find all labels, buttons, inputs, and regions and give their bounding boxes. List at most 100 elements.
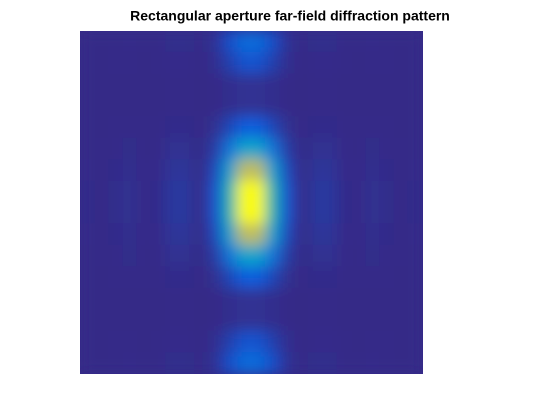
heatmap-cell [379, 287, 395, 311]
heatmap-cell [236, 266, 252, 289]
heatmap-cell [351, 180, 367, 203]
heatmap-cell [93, 137, 110, 161]
heatmap-cell [379, 31, 395, 53]
heatmap-cell [193, 159, 210, 182]
heatmap-cell [265, 137, 281, 161]
heatmap-cell [408, 244, 423, 268]
heatmap-cell [351, 159, 367, 182]
heatmap-cell [308, 223, 324, 246]
heatmap-cell [251, 159, 267, 182]
heatmap-cell [408, 137, 423, 161]
heatmap-cell [393, 266, 410, 289]
heatmap-cell [122, 116, 138, 139]
heatmap-cell [150, 202, 167, 225]
heatmap-cell [279, 244, 295, 268]
heatmap-cell [208, 31, 224, 53]
heatmap-cell [393, 244, 410, 268]
heatmap-cell [293, 51, 310, 75]
heatmap-cell [193, 94, 210, 118]
heatmap-cell [293, 94, 310, 118]
heatmap-cell [408, 51, 423, 75]
heatmap-cell [93, 180, 110, 203]
heatmap-cell [393, 287, 410, 311]
heatmap-cell [136, 244, 152, 268]
heatmap-cell [351, 51, 367, 75]
heatmap-cell [293, 137, 310, 161]
heatmap-cell [308, 287, 324, 311]
heatmap-cell [379, 159, 395, 182]
heatmap-cell [251, 266, 267, 289]
heatmap-cell [265, 266, 281, 289]
heatmap-cell [293, 266, 310, 289]
heatmap-cell [322, 309, 338, 332]
heatmap-cell [108, 309, 124, 332]
heatmap-cell [222, 94, 238, 118]
heatmap-cell [165, 159, 181, 182]
heatmap-cell [408, 309, 423, 332]
heatmap-cell [108, 244, 124, 268]
heatmap-cell [336, 352, 353, 374]
heatmap-cell [80, 73, 95, 96]
heatmap-cell [322, 137, 338, 161]
heatmap-cell [150, 159, 167, 182]
heatmap-cell [122, 137, 138, 161]
heatmap-cell [93, 330, 110, 354]
heatmap-cell [208, 73, 224, 96]
heatmap-cell [93, 244, 110, 268]
heatmap-cell [265, 180, 281, 203]
heatmap-cell [322, 159, 338, 182]
heatmap-cell [322, 94, 338, 118]
heatmap-cell [80, 244, 95, 268]
heatmap-cell [80, 352, 95, 374]
heatmap-cell [80, 51, 95, 75]
heatmap-cell [351, 352, 367, 374]
heatmap-cell [293, 223, 310, 246]
heatmap-cell [336, 309, 353, 332]
heatmap-cell [308, 31, 324, 53]
heatmap-cell [365, 31, 381, 53]
heatmap-cell [293, 330, 310, 354]
heatmap-cell [293, 159, 310, 182]
heatmap-cell [80, 94, 95, 118]
heatmap-cell [165, 180, 181, 203]
heatmap-cell [165, 94, 181, 118]
heatmap-cell [208, 330, 224, 354]
heatmap-cell [379, 180, 395, 203]
heatmap-cell [108, 94, 124, 118]
heatmap-cell [136, 73, 152, 96]
heatmap-cell [122, 266, 138, 289]
heatmap-cell [322, 51, 338, 75]
heatmap-cell [351, 31, 367, 53]
heatmap-cell [150, 94, 167, 118]
heatmap-cell [393, 116, 410, 139]
heatmap-cell [251, 94, 267, 118]
heatmap-cell [308, 244, 324, 268]
heatmap-cell [136, 309, 152, 332]
heatmap-cell [236, 73, 252, 96]
heatmap-cell [351, 202, 367, 225]
heatmap-cell [193, 73, 210, 96]
heatmap-cell [136, 116, 152, 139]
heatmap-cell [393, 73, 410, 96]
heatmap-cell [393, 309, 410, 332]
heatmap-cell [136, 94, 152, 118]
heatmap-cell [251, 330, 267, 354]
heatmap-cell [408, 287, 423, 311]
heatmap-cell [108, 159, 124, 182]
heatmap-cell [279, 330, 295, 354]
heatmap-cell [336, 180, 353, 203]
heatmap-cell [236, 94, 252, 118]
heatmap-cell [351, 73, 367, 96]
heatmap-cell [208, 51, 224, 75]
heatmap-cell [165, 223, 181, 246]
heatmap-cell [351, 266, 367, 289]
heatmap-cell [265, 94, 281, 118]
heatmap-cell [408, 31, 423, 53]
heatmap-cell [136, 266, 152, 289]
heatmap-cell [236, 116, 252, 139]
heatmap-cell [108, 266, 124, 289]
heatmap-cell [80, 202, 95, 225]
heatmap-cell [379, 116, 395, 139]
heatmap-cell [365, 330, 381, 354]
heatmap-cell [265, 330, 281, 354]
